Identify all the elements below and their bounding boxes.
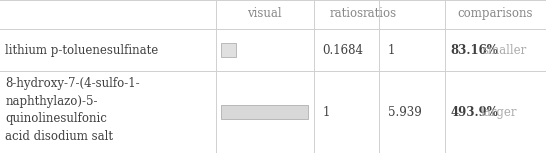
Text: smaller: smaller — [482, 44, 526, 57]
Bar — [221, 105, 307, 119]
Text: 5.939: 5.939 — [388, 106, 422, 119]
Text: acid disodium salt: acid disodium salt — [5, 130, 114, 143]
Text: visual: visual — [247, 7, 282, 20]
Text: 0.1684: 0.1684 — [322, 44, 363, 57]
Text: quinolinesulfonic: quinolinesulfonic — [5, 112, 108, 125]
Text: comparisons: comparisons — [458, 7, 533, 20]
Text: ratios: ratios — [363, 7, 396, 20]
Text: lithium p-toluenesulfinate: lithium p-toluenesulfinate — [5, 44, 159, 57]
Text: 83.16%: 83.16% — [450, 44, 498, 57]
Text: 8-hydroxy-7-(4-sulfo-1-: 8-hydroxy-7-(4-sulfo-1- — [5, 77, 140, 90]
Text: naphthylazo)-5-: naphthylazo)-5- — [5, 95, 98, 108]
Text: 1: 1 — [388, 44, 395, 57]
Text: 493.9%: 493.9% — [450, 106, 498, 119]
Bar — [221, 43, 236, 57]
Text: larger: larger — [480, 106, 517, 119]
Text: 1: 1 — [322, 106, 330, 119]
Text: ratios: ratios — [330, 7, 364, 20]
